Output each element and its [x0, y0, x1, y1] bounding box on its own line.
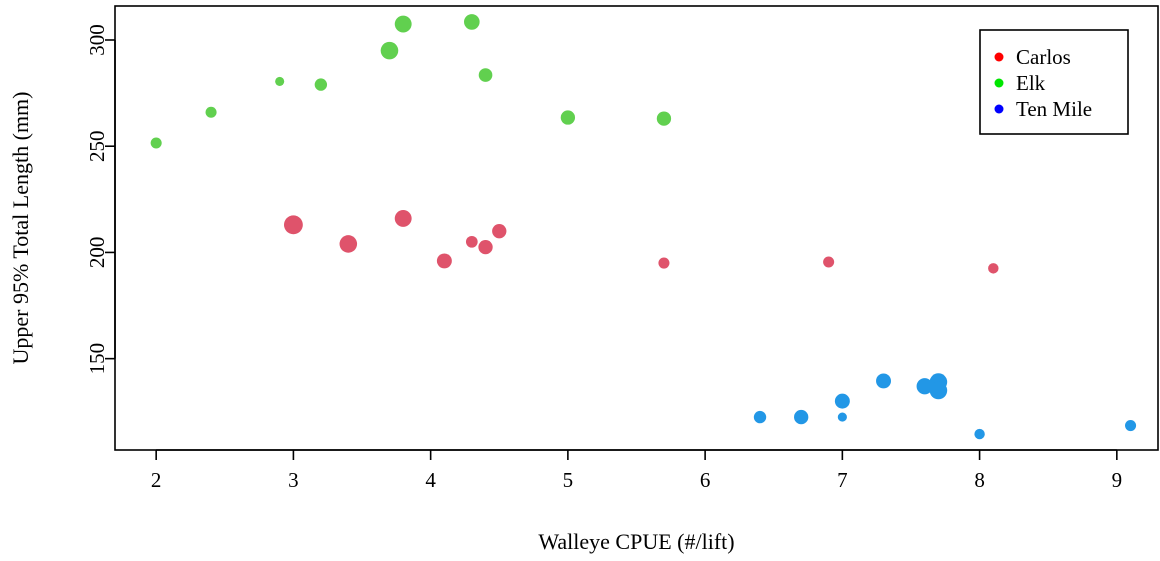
data-point: [560, 110, 576, 125]
legend-marker: [994, 52, 1004, 62]
x-tick-label: 7: [837, 468, 848, 492]
x-tick-label: 6: [700, 468, 711, 492]
data-point: [753, 410, 767, 424]
data-point: [929, 381, 948, 400]
data-point: [876, 373, 892, 389]
data-point: [916, 378, 933, 395]
data-point: [464, 14, 480, 30]
x-axis-title: Walleye CPUE (#/lift): [538, 529, 734, 554]
x-axis: 2 3 4 5 6 7 8 9: [151, 449, 1122, 492]
data-point: [837, 412, 847, 422]
x-tick-label: 9: [1112, 468, 1123, 492]
legend-marker: [994, 104, 1004, 114]
x-tick-label: 5: [563, 468, 574, 492]
data-point: [834, 393, 850, 409]
data-point: [205, 106, 217, 118]
y-tick-label: 300: [85, 24, 109, 56]
plot-area: [114, 5, 1159, 451]
data-point: [394, 15, 412, 33]
data-point: [1125, 420, 1137, 432]
data-points: [150, 14, 1137, 440]
data-point: [283, 215, 303, 235]
x-tick-label: 4: [425, 468, 436, 492]
data-point: [656, 111, 672, 126]
data-point: [275, 76, 285, 86]
x-axis-ticks: 2 3 4 5 6 7 8 9: [151, 450, 1122, 492]
data-point: [974, 428, 985, 440]
data-point: [436, 253, 452, 269]
legend-box: [979, 29, 1129, 135]
series-elk: [150, 14, 672, 149]
legend-entry-label: Elk: [1016, 71, 1046, 95]
x-tick-label: 2: [151, 468, 162, 492]
data-point: [394, 209, 412, 227]
data-point: [492, 224, 507, 239]
data-point: [823, 256, 835, 268]
plot-border: [114, 5, 1159, 451]
data-point: [339, 235, 358, 253]
data-point: [794, 409, 809, 425]
data-point: [988, 263, 999, 274]
data-point: [380, 41, 399, 60]
series-carlos: [283, 209, 999, 274]
y-axis-ticks: 150 200 250 300: [85, 24, 115, 374]
y-tick-label: 200: [85, 237, 109, 268]
data-point: [478, 68, 493, 82]
x-tick-label: 3: [288, 468, 299, 492]
legend-entry-label: Carlos: [1016, 45, 1071, 69]
data-point: [465, 235, 478, 248]
y-tick-label: 150: [85, 343, 109, 375]
data-point: [658, 257, 670, 269]
data-point: [150, 137, 162, 149]
series-ten-mile: [753, 373, 1137, 440]
data-point: [478, 239, 493, 255]
y-tick-label: 250: [85, 130, 109, 162]
y-axis: 150 200 250 300: [85, 24, 116, 374]
legend-entry-label: Ten Mile: [1016, 97, 1092, 121]
y-axis-title: Upper 95% Total Length (mm): [8, 92, 33, 365]
legend-marker: [994, 78, 1004, 88]
x-tick-label: 8: [974, 468, 985, 492]
data-point: [314, 78, 328, 91]
